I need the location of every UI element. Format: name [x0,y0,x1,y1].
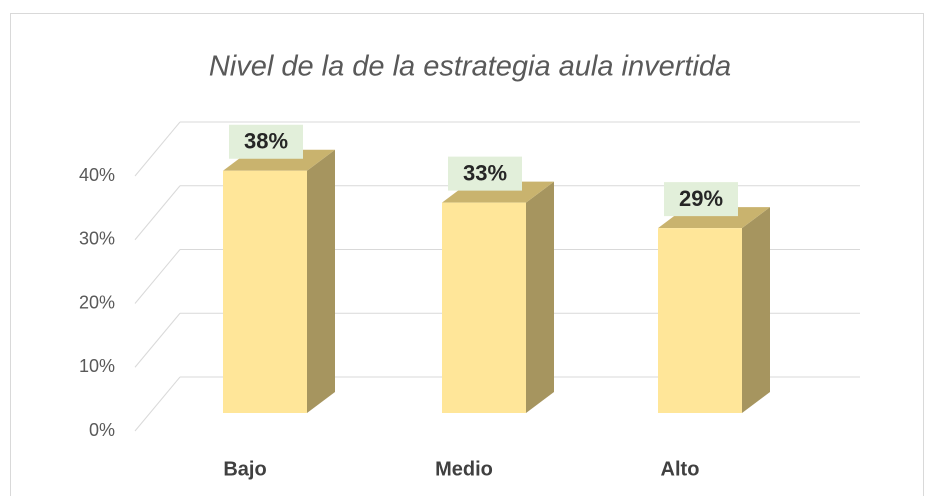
bar-side [307,149,335,413]
grid-line-side [134,249,181,304]
y-tick-label: 20% [79,292,115,312]
value-label: 33% [463,160,507,185]
grid-line-side [134,376,181,432]
value-label-box [229,124,303,159]
y-tick-label: 10% [79,356,115,376]
value-label-box [664,182,738,217]
grid-line-side [134,312,181,368]
y-tick-label: 0% [89,420,115,440]
x-tick-label: Bajo [223,458,266,480]
x-tick-label: Medio [435,458,493,480]
grid-line-side [134,121,181,177]
bar-side [742,207,770,413]
grid-line-side [134,185,181,241]
value-label: 38% [244,129,288,154]
chart-title: Nivel de la de la estrategia aula invert… [209,51,731,83]
bar [442,202,526,413]
bar-side [526,181,554,413]
y-tick-label: 30% [79,229,115,249]
value-label-box [448,156,522,191]
value-label: 29% [679,186,723,211]
bar [223,170,307,413]
y-tick-label: 40% [79,165,115,185]
x-tick-label: Alto [661,458,700,480]
bar [658,228,742,413]
